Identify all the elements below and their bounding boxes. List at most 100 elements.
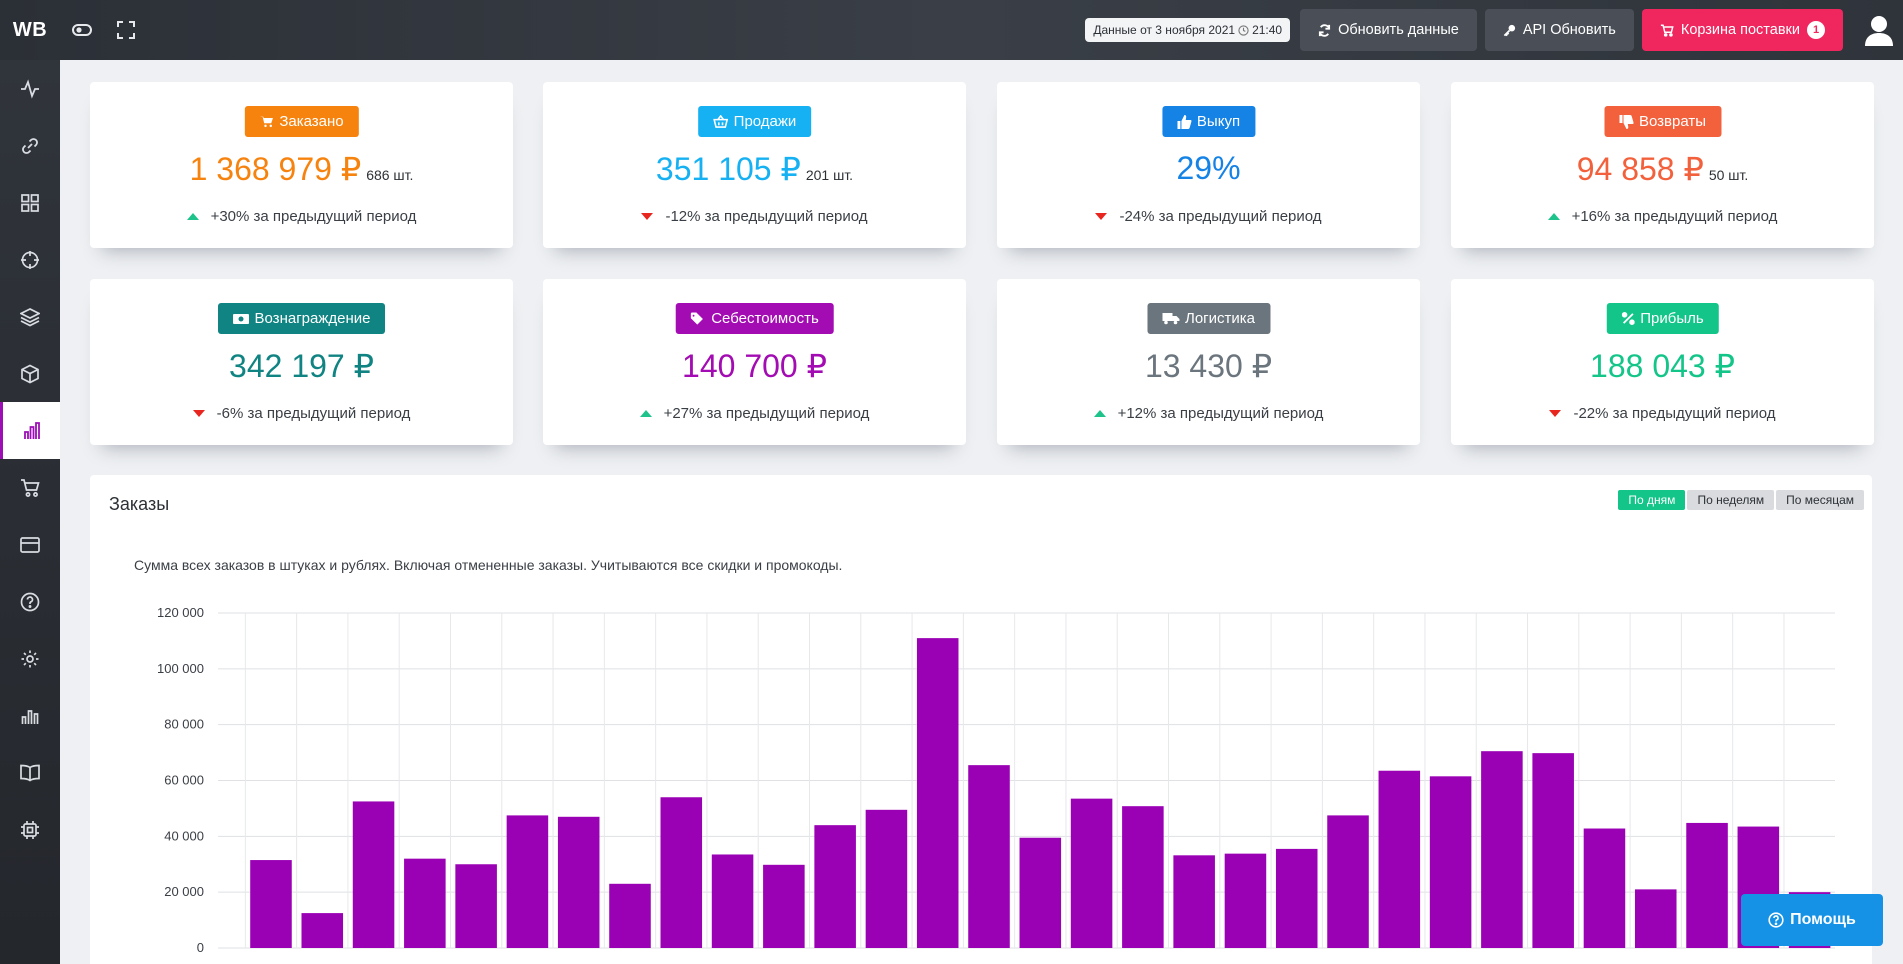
chart-bar xyxy=(1429,776,1472,948)
trend-down-icon xyxy=(1549,410,1562,417)
toggle-icon[interactable] xyxy=(60,0,104,60)
chart-bar xyxy=(301,913,344,948)
kpi-value-row: 13 430 ₽ xyxy=(997,347,1420,385)
kpi-card: Себестоимость 140 700 ₽ +27% за предыдущий… xyxy=(543,279,966,445)
trend-up-icon xyxy=(1093,410,1106,417)
chart-bar xyxy=(250,860,292,948)
chart-bar xyxy=(968,765,1010,948)
chart-bar xyxy=(1481,751,1523,948)
chart-bar xyxy=(763,864,805,948)
kpi-label-badge: Заказано xyxy=(244,106,359,137)
sidebar-item-target[interactable] xyxy=(0,231,60,288)
kpi-value-row: 342 197 ₽ xyxy=(90,347,513,385)
bar-chart-2-icon xyxy=(21,709,39,724)
trend-up-icon xyxy=(1547,213,1560,220)
sidebar-item-cart[interactable] xyxy=(0,459,60,516)
kpi-card: Возвраты 94 858 ₽50 шт. +16% за предыдущий… xyxy=(1451,82,1874,248)
kpi-card: Выкуп 29% -24% за предыдущий период xyxy=(997,82,1420,248)
credit-card-icon xyxy=(20,536,40,553)
kpi-value: 94 858 ₽ xyxy=(1576,151,1704,187)
chart-bar xyxy=(609,883,651,948)
kpi-change-row: +27% за предыдущий период xyxy=(543,405,966,422)
trend-down-icon xyxy=(192,410,205,417)
y-tick-label: 60 000 xyxy=(164,773,204,788)
kpi-label-text: Вознаграждение xyxy=(254,310,371,327)
supply-cart-label: Корзина поставки xyxy=(1680,22,1800,38)
kpi-change-row: -22% за предыдущий период xyxy=(1451,405,1874,422)
kpi-label-text: Возвраты xyxy=(1638,113,1707,130)
truck-icon xyxy=(1161,312,1179,325)
help-button[interactable]: Помощь xyxy=(1741,894,1883,946)
data-date-pill: Данные от 3 ноября 2021 21:40 xyxy=(1085,18,1291,42)
kpi-value: 188 043 ₽ xyxy=(1590,348,1735,384)
kpi-label-badge: Прибыль xyxy=(1606,303,1719,334)
sidebar-item-integrations[interactable] xyxy=(0,801,60,858)
trend-up-icon xyxy=(639,410,652,417)
sidebar-item-reports[interactable] xyxy=(0,687,60,744)
kpi-change-text: -22% за предыдущий период xyxy=(1573,405,1776,422)
trend-down-icon xyxy=(1095,213,1108,220)
orders-bar-chart: 0 20 000 40 000 60 000 80 000 100 000 120 000 xyxy=(157,605,1835,955)
range-days-button[interactable]: По дням xyxy=(1618,490,1686,510)
kpi-value-row: 351 105 ₽201 шт. xyxy=(543,150,966,188)
kpi-label-text: Заказано xyxy=(279,113,344,130)
sidebar-item-payments[interactable] xyxy=(0,516,60,573)
sidebar-item-dashboard[interactable] xyxy=(0,174,60,231)
chart-bar xyxy=(404,858,446,948)
kpi-label-text: Продажи xyxy=(733,113,797,130)
kpi-value: 351 105 ₽ xyxy=(655,151,801,187)
sidebar-item-links[interactable] xyxy=(0,117,60,174)
chart-bar xyxy=(1686,822,1728,948)
sidebar-item-settings[interactable] xyxy=(0,630,60,687)
chart-bar xyxy=(455,864,497,948)
kpi-change-row: -24% за предыдущий период xyxy=(997,208,1420,225)
target-icon xyxy=(21,250,39,269)
api-refresh-button[interactable]: API Обновить xyxy=(1484,9,1634,51)
chart-bar xyxy=(1275,848,1318,948)
app-logo[interactable]: WB xyxy=(12,18,48,41)
kpi-label-text: Выкуп xyxy=(1196,113,1241,130)
chart-bar xyxy=(352,801,395,948)
chart-bar xyxy=(865,809,908,948)
range-months-button[interactable]: По месяцам xyxy=(1776,490,1864,510)
kpi-quantity: 686 шт. xyxy=(366,167,414,183)
supply-cart-button[interactable]: Корзина поставки 1 xyxy=(1641,9,1843,51)
sidebar-item-layers[interactable] xyxy=(0,288,60,345)
kpi-label-text: Себестоимость xyxy=(711,310,819,327)
bar-chart-icon xyxy=(23,421,40,439)
chart-bar xyxy=(1583,828,1626,948)
trend-up-icon xyxy=(186,213,199,220)
sidebar-item-analytics[interactable] xyxy=(0,402,60,459)
sidebar-item-activity[interactable] xyxy=(0,60,60,117)
kpi-change-text: +27% за предыдущий период xyxy=(663,405,870,422)
kpi-card: Заказано 1 368 979 ₽686 шт. +30% за предыд… xyxy=(90,82,513,248)
chart-bar xyxy=(1327,815,1369,948)
kpi-label-badge: Продажи xyxy=(697,106,812,137)
thumbs-up-icon xyxy=(1176,114,1191,129)
fullscreen-icon[interactable] xyxy=(104,0,148,60)
activity-icon xyxy=(21,78,39,99)
sidebar-item-products[interactable] xyxy=(0,345,60,402)
chart-bar xyxy=(1122,806,1164,948)
kpi-label-badge: Выкуп xyxy=(1161,106,1256,137)
sidebar-item-help[interactable] xyxy=(0,573,60,630)
y-tick-label: 40 000 xyxy=(164,828,204,843)
sidebar-item-docs[interactable] xyxy=(0,744,60,801)
help-label: Помощь xyxy=(1790,911,1856,928)
kpi-change-row: +16% за предыдущий период xyxy=(1451,208,1874,225)
kpi-change-text: +12% за предыдущий период xyxy=(1117,405,1324,422)
cart-icon xyxy=(20,478,40,497)
range-switcher: По дням По неделям По месяцам xyxy=(1618,490,1864,510)
data-date-label: Данные от 3 ноября 2021 xyxy=(1093,23,1236,37)
book-icon xyxy=(20,764,40,782)
chart-bar xyxy=(1224,853,1267,948)
refresh-data-button[interactable]: Обновить данные xyxy=(1300,9,1477,51)
kpi-change-row: +12% за предыдущий период xyxy=(997,405,1420,422)
orders-panel-description: Сумма всех заказов в штуках и рублях. Вк… xyxy=(134,557,843,573)
tags-icon xyxy=(690,311,705,326)
range-weeks-button[interactable]: По неделям xyxy=(1687,490,1775,510)
money-icon xyxy=(232,313,249,325)
chart-bar xyxy=(557,816,600,948)
user-avatar[interactable] xyxy=(1855,0,1903,60)
key-icon xyxy=(1503,24,1515,36)
